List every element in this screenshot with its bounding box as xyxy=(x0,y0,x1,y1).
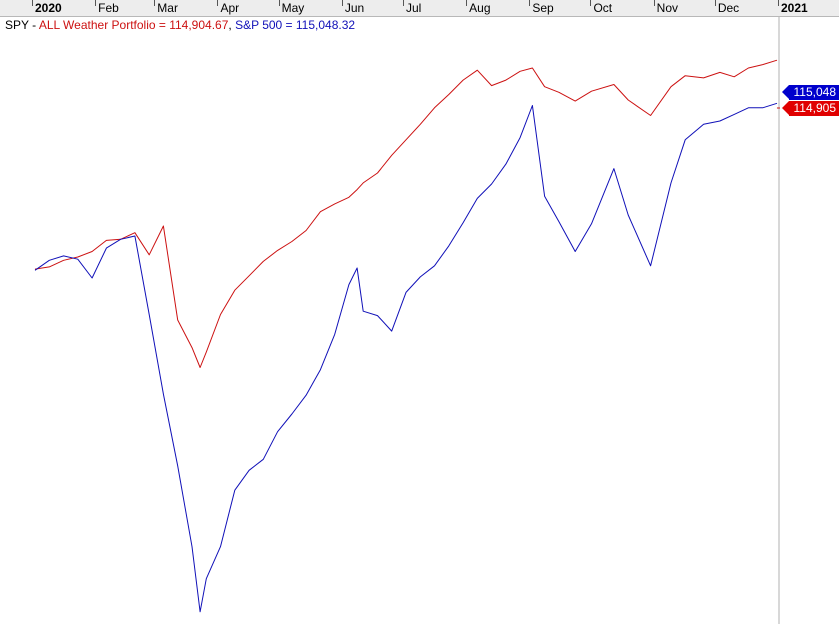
x-tick-label: Feb xyxy=(98,1,119,15)
legend-separator-2: , xyxy=(228,18,236,32)
x-tick-mark xyxy=(32,0,33,6)
x-tick-label: 2021 xyxy=(781,1,808,15)
x-tick-label: Jun xyxy=(344,1,365,15)
x-tick-mark xyxy=(714,0,716,6)
x-tick-mark xyxy=(154,0,156,6)
legend-symbol: SPY xyxy=(5,18,29,32)
x-tick-mark xyxy=(402,0,404,6)
x-tick-label: Nov xyxy=(656,1,678,15)
x-tick-label: Jul xyxy=(405,1,422,15)
x-tick-label: Dec xyxy=(717,1,740,15)
x-tick-label: Oct xyxy=(593,1,613,15)
legend-separator: - xyxy=(28,18,39,32)
x-tick-mark xyxy=(95,0,97,6)
x-tick-mark xyxy=(590,0,592,6)
series-line-sp500 xyxy=(34,102,778,613)
allweather-price-tag: 114,905 xyxy=(789,101,839,116)
legend-sp500: S&P 500 = 115,048.32 xyxy=(235,18,356,32)
x-tick-label: May xyxy=(281,1,305,15)
sp500-price-tag: 115,048 xyxy=(789,85,839,100)
x-tick-mark xyxy=(653,0,655,6)
x-tick-label: Aug xyxy=(469,1,491,15)
x-tick-mark xyxy=(341,0,343,6)
x-tick-label: Sep xyxy=(532,1,554,15)
x-tick-label: 2020 xyxy=(35,1,62,15)
allweather-tag-arrow xyxy=(782,101,789,115)
x-tick-mark xyxy=(466,0,468,6)
chart-legend: SPY - ALL Weather Portfolio = 114,904.67… xyxy=(5,18,355,32)
x-tick-mark xyxy=(217,0,219,6)
series-line-allweather xyxy=(34,59,778,368)
legend-allweather: ALL Weather Portfolio = 114,904.67 xyxy=(38,18,229,32)
x-axis-bar: 2020 Feb Mar Apr May Jun Jul Aug Sep Oct Nov Dec 202… xyxy=(0,0,839,17)
x-tick-label: Apr xyxy=(220,1,240,15)
series-layer xyxy=(34,59,778,613)
x-tick-mark xyxy=(278,0,280,6)
x-tick-mark xyxy=(778,0,779,6)
x-tick-mark xyxy=(529,0,531,6)
x-tick-label: Mar xyxy=(157,1,178,15)
sp500-tag-arrow xyxy=(782,85,789,99)
